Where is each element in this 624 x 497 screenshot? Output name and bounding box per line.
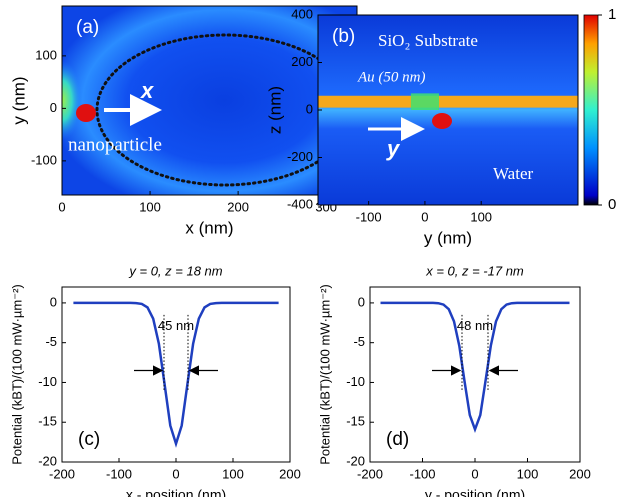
y-tick-label: -20	[38, 453, 57, 468]
y-tick-label: -5	[45, 334, 57, 349]
line-series	[380, 301, 570, 434]
colorbar-tick-label: 1	[608, 6, 616, 23]
x-axis-label: x - position (nm)	[126, 487, 226, 497]
annotation: Au (50 nm)	[357, 69, 426, 85]
field-map	[318, 15, 578, 205]
colorbar-tick-label: 0	[608, 196, 616, 213]
annotation: 45 nm	[158, 318, 194, 333]
annotation: SiO₂ Substrate	[378, 31, 478, 50]
x-axis-label: y (nm)	[424, 228, 472, 247]
y-axis-label: Potential (kBT)/(100 mW·µm⁻²)	[317, 284, 332, 464]
gold-film	[318, 95, 578, 108]
y-tick-label: -15	[346, 414, 365, 429]
y-tick-label: 100	[35, 47, 57, 62]
y-tick-label: 400	[291, 6, 313, 21]
panel-label: (c)	[78, 429, 100, 450]
chart-title: x = 0, z = -17 nm	[425, 263, 524, 278]
y-tick-label: -5	[353, 334, 365, 349]
x-tick-label: 200	[569, 466, 591, 481]
x-tick-label: -100	[106, 466, 132, 481]
x-tick-label: -100	[409, 466, 435, 481]
nanoparticle	[432, 113, 452, 129]
y-tick-label: -15	[38, 414, 57, 429]
x-tick-label: 100	[517, 466, 539, 481]
aperture	[410, 93, 439, 110]
x-tick-label: 0	[172, 466, 179, 481]
panel-label: (d)	[386, 429, 409, 450]
y-axis-label: z (nm)	[265, 86, 284, 134]
y-tick-label: 0	[306, 101, 313, 116]
y-tick-label: -200	[287, 149, 313, 164]
y-tick-label: 0	[50, 294, 57, 309]
x-tick-label: 100	[222, 466, 244, 481]
y-tick-label: -20	[346, 453, 365, 468]
x-tick-label: 0	[421, 209, 428, 224]
x-axis-label: y - position (nm)	[425, 487, 525, 497]
x-tick-label: 100	[470, 209, 492, 224]
nanoparticle	[76, 104, 96, 122]
y-axis-label: y (nm)	[9, 76, 28, 124]
annotation: y	[386, 136, 401, 161]
y-axis-label: Potential (kBT)/(100 mW·µm⁻²)	[9, 284, 24, 464]
y-tick-label: 0	[50, 100, 57, 115]
panel-label: (a)	[76, 17, 99, 38]
chart-title: y = 0, z = 18 nm	[128, 263, 222, 278]
hotspot	[62, 60, 102, 141]
x-tick-label: -200	[49, 466, 75, 481]
line-series	[73, 301, 279, 448]
x-tick-label: -200	[357, 466, 383, 481]
field-map	[62, 6, 357, 195]
colorbar	[583, 14, 599, 206]
annotation: 48 nm	[457, 318, 493, 333]
y-tick-label: -10	[346, 374, 365, 389]
y-tick-label: -100	[31, 152, 57, 167]
x-tick-label: 100	[139, 199, 161, 214]
panel-label: (b)	[332, 26, 355, 47]
annotation: x	[140, 78, 154, 103]
x-axis-label: x (nm)	[185, 218, 233, 237]
y-tick-label: -400	[287, 196, 313, 211]
y-tick-label: 200	[291, 54, 313, 69]
annotation: Water	[493, 164, 533, 183]
x-tick-label: 200	[279, 466, 301, 481]
x-tick-label: -100	[356, 209, 382, 224]
x-tick-label: 0	[471, 466, 478, 481]
x-tick-label: 0	[58, 199, 65, 214]
annotation: nanoparticle	[68, 134, 162, 155]
y-tick-label: -10	[38, 374, 57, 389]
y-tick-label: 0	[358, 294, 365, 309]
x-tick-label: 200	[227, 199, 249, 214]
